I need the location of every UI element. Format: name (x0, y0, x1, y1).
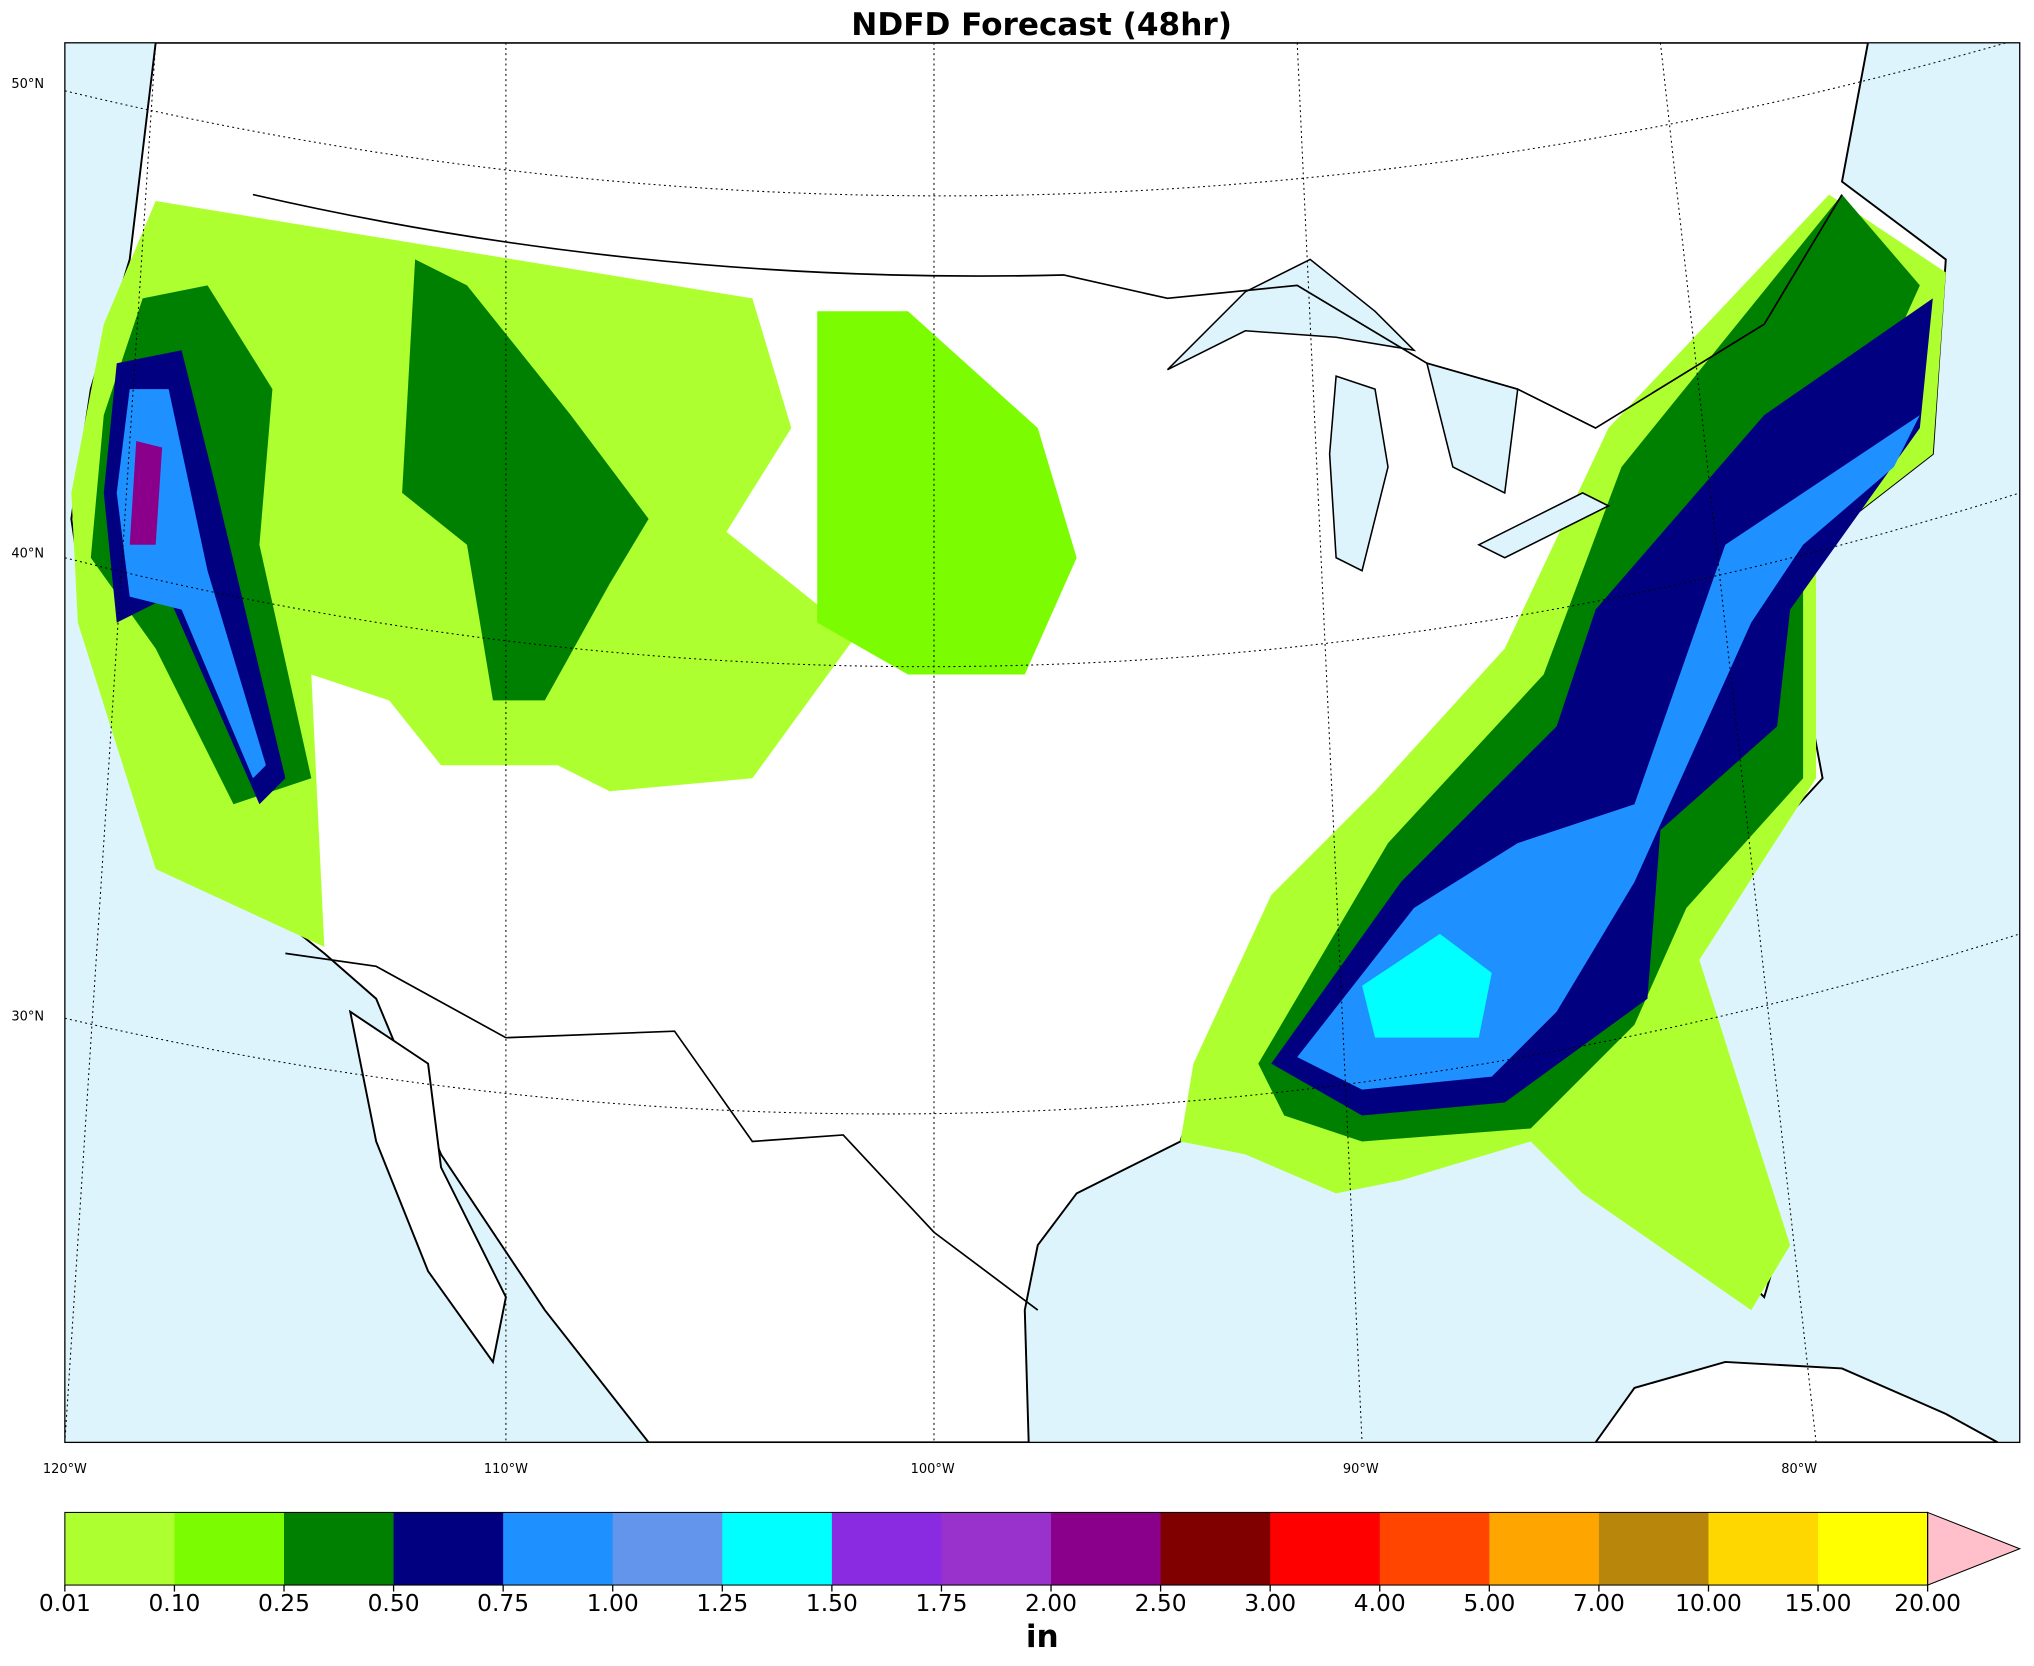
us-canada-border (252, 193, 1843, 430)
colorbar-swatch (1598, 1512, 1710, 1586)
baja (348, 1009, 507, 1365)
colorbar-tick-label: 2.50 (1135, 1589, 1187, 1617)
lat-label: 30°N (11, 1009, 44, 1024)
title: NDFD Forecast (48hr) (851, 7, 1232, 43)
precipitation (71, 194, 1946, 1311)
colorbar-tick-label: 1.25 (696, 1589, 748, 1617)
precip-area (1297, 415, 1920, 1090)
graticule-labels: 50°N 40°N 30°N 120°W 110°W 100°W 90°W 80°W (11, 77, 1817, 1477)
colorbar-tick-label: 1.75 (915, 1589, 967, 1617)
us-mexico-border (285, 952, 1039, 1311)
lon-label: 90°W (1343, 1462, 1379, 1477)
colorbar-swatch (503, 1512, 614, 1586)
colorbar-swatch (1379, 1512, 1490, 1586)
colorbar-tick-label: 0.01 (39, 1589, 91, 1617)
colorbar-tick-label: 2.00 (1025, 1589, 1077, 1617)
colorbar-swatch (941, 1512, 1052, 1586)
lake-superior (1166, 258, 1417, 371)
colorbar-extend (1927, 1511, 2022, 1586)
colorbar-swatch (393, 1512, 504, 1586)
colorbar-tick-label: 0.50 (368, 1589, 420, 1617)
colorbar-tick-label: 0.10 (148, 1589, 200, 1617)
colorbar-tick-label: 4.00 (1354, 1589, 1406, 1617)
colorbar-tick-label: 0.75 (477, 1589, 529, 1617)
colorbar-tick-label: 20.00 (1894, 1589, 1961, 1617)
colorbar-swatch (1818, 1512, 1929, 1586)
colorbar-swatch (284, 1512, 395, 1586)
precip-area (402, 259, 649, 701)
colorbar-tick-label: 3.00 (1244, 1589, 1296, 1617)
colorbar-tick-label: 7.00 (1573, 1589, 1625, 1617)
colorbar-swatch (1051, 1512, 1162, 1586)
precip-area (1362, 933, 1492, 1038)
colorbar-tick-label: 5.00 (1463, 1589, 1515, 1617)
lon-label: 100°W (911, 1462, 955, 1477)
graticule (64, 42, 2020, 1443)
colorbar-swatch (1708, 1512, 1819, 1586)
cuba (1594, 1360, 1999, 1443)
colorbar-swatch (64, 1512, 176, 1586)
lake-erie (1477, 492, 1611, 559)
colorbar-swatch (612, 1512, 723, 1586)
colorbar-frame (64, 1511, 1929, 1586)
lon-label: 80°W (1781, 1462, 1817, 1477)
colorbar-unit: in (1026, 1619, 1059, 1655)
colorbar-swatch (722, 1512, 833, 1586)
map-frame (64, 42, 2021, 1444)
lat-label: 50°N (11, 77, 44, 92)
lake-michigan (1328, 375, 1389, 572)
map (64, 42, 2021, 1444)
colorbar-tick-label: 0.25 (258, 1589, 310, 1617)
lon-label: 110°W (484, 1462, 528, 1477)
colorbar-swatch (1270, 1512, 1381, 1586)
colorbar-tick-label: 10.00 (1675, 1589, 1742, 1617)
lat-label: 40°N (11, 546, 44, 561)
precip-area (129, 441, 163, 545)
precip-area (817, 311, 1077, 675)
colorbar-tick-label: 15.00 (1785, 1589, 1852, 1617)
colorbar-swatch (174, 1512, 285, 1586)
colorbar-swatch (831, 1512, 943, 1586)
colorbar-swatch (1489, 1512, 1600, 1586)
colorbar-swatch (1160, 1512, 1271, 1586)
lon-label: 120°W (43, 1462, 87, 1477)
colorbar-tick-label: 1.50 (806, 1589, 858, 1617)
colorbar-tick-label: 1.00 (587, 1589, 639, 1617)
colorbar: 0.01 0.10 0.25 0.50 0.75 1.00 1.25 1.50 1.75 2.00… (39, 1511, 2022, 1655)
